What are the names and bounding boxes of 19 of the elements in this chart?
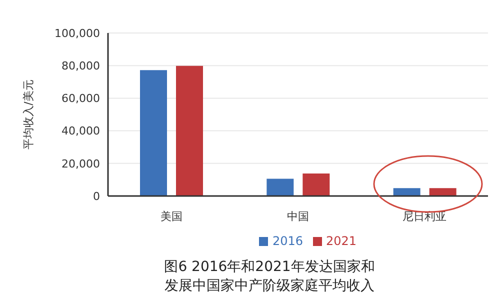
- y-tick-label: 100,000: [54, 26, 100, 40]
- y-tick-label: 40,000: [62, 124, 100, 138]
- y-tick-label: 60,000: [62, 92, 100, 106]
- bar: [176, 66, 203, 196]
- caption: 图6 2016年和2021年发达国家和: [163, 258, 376, 277]
- x-tick-label: 美国: [160, 210, 182, 223]
- y-tick-label: 80,000: [62, 60, 100, 73]
- bar: [140, 70, 167, 196]
- bar: [393, 188, 420, 196]
- legend-label: 2016: [272, 234, 303, 248]
- y-tick-label: 20,000: [62, 157, 100, 170]
- text: 发展中国家中产阶级家庭平均收入: [164, 277, 376, 296]
- legend-label: 2021: [326, 234, 357, 248]
- bar: [429, 188, 456, 196]
- bar: [266, 178, 294, 196]
- bar: [302, 174, 330, 196]
- y-tick-label: 0: [93, 190, 100, 203]
- y-axis-title: 平均收入/美元: [22, 80, 35, 150]
- x-tick-label: 中国: [287, 210, 309, 223]
